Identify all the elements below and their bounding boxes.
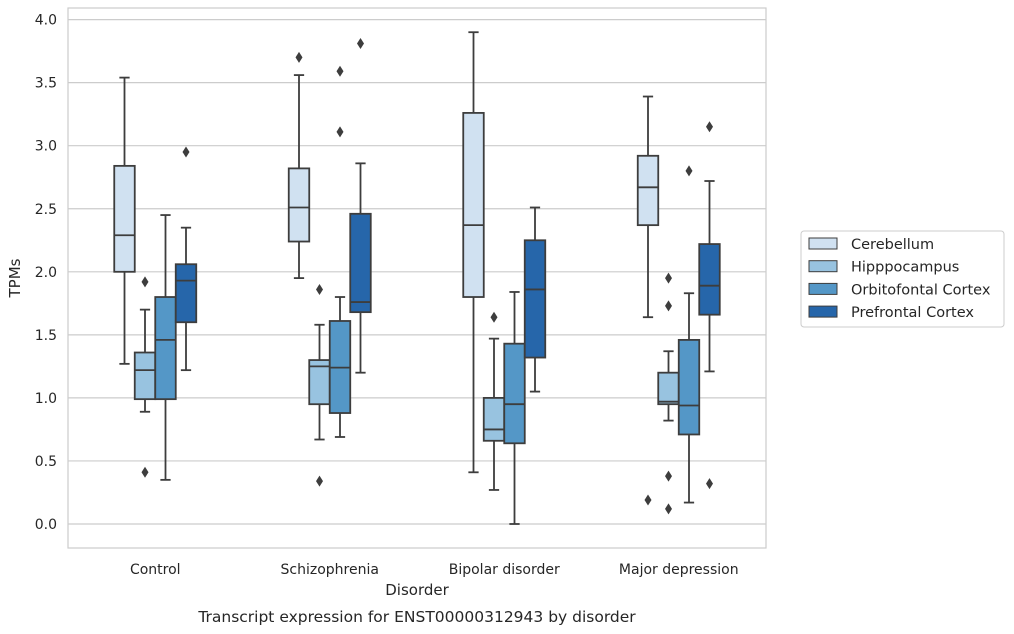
legend-swatch <box>808 282 838 295</box>
outlier-point <box>336 65 344 77</box>
outlier-point <box>706 121 713 133</box>
box <box>462 31 485 474</box>
box <box>503 291 526 525</box>
box <box>657 272 680 515</box>
outlier-point <box>316 475 323 487</box>
box <box>154 214 177 481</box>
outlier-point <box>665 470 672 482</box>
box-iqr <box>133 351 157 401</box>
outlier-point <box>685 165 693 177</box>
box-iqr <box>523 239 547 359</box>
outlier-point <box>665 503 672 515</box>
y-tick-label: 3.0 <box>35 139 57 155</box>
outlier-point <box>706 478 713 490</box>
box-iqr <box>677 338 701 436</box>
box <box>328 65 352 438</box>
legend-label: Prefrontal Cortex <box>851 305 974 321</box>
gridlines <box>68 19 766 525</box>
box <box>677 165 701 504</box>
legend-label: Orbitofontal Cortex <box>851 282 991 298</box>
y-axis-title: TPMs <box>6 258 24 298</box>
box <box>174 146 198 372</box>
legend-swatch <box>808 237 838 250</box>
legend-swatch <box>808 305 838 318</box>
y-tick-label: 1.0 <box>35 391 57 407</box>
legend-swatch <box>808 260 838 273</box>
legend: Cerebellum Hipppocampus Orbitofontal Corte… <box>800 230 1005 328</box>
outlier-point <box>336 126 344 138</box>
box-iqr <box>174 263 198 324</box>
outlier-point <box>295 51 303 63</box>
x-tick-label: Schizophrenia <box>281 562 379 578</box>
outlier-point <box>665 300 672 312</box>
box <box>308 283 331 487</box>
plot-frame <box>67 7 767 549</box>
outlier-point <box>357 38 364 50</box>
box-iqr <box>154 296 177 401</box>
box-iqr <box>636 154 660 227</box>
x-tick-label: Control <box>130 562 181 578</box>
y-tick-label: 2.0 <box>35 265 57 281</box>
legend-label: Hipppocampus <box>851 260 959 276</box>
y-tick-label: 0.0 <box>35 517 57 533</box>
outlier-point <box>665 272 672 284</box>
y-tick-label: 0.5 <box>35 454 57 470</box>
box <box>636 95 660 506</box>
y-tick-labels: 0.0 0.5 1.0 1.5 2.0 2.5 3.0 3.5 4.0 <box>35 13 57 533</box>
chart-caption: Transcript expression for ENST0000031294… <box>197 608 636 626</box>
y-tick-label: 1.5 <box>35 328 57 344</box>
boxes <box>113 31 721 525</box>
box-iqr <box>503 342 526 445</box>
box-iqr <box>113 164 136 273</box>
box <box>698 121 721 490</box>
box-iqr <box>349 212 372 314</box>
box <box>349 38 372 374</box>
x-tick-label: Major depression <box>619 562 739 578</box>
y-tick-label: 3.5 <box>35 76 57 92</box>
box-iqr <box>698 243 721 316</box>
y-tick-label: 4.0 <box>35 13 57 29</box>
y-tick-label: 2.5 <box>35 202 57 218</box>
legend-frame <box>800 230 1005 328</box>
outlier-point <box>490 311 498 323</box>
outlier-point <box>182 146 190 158</box>
outlier-point <box>141 466 149 478</box>
x-axis-title: Disorder <box>385 581 449 599</box>
box-iqr <box>657 371 680 406</box>
x-tick-labels: Control Schizophrenia Bipolar disorder Majo… <box>130 562 739 578</box>
box <box>523 206 547 393</box>
outlier-point <box>141 276 149 288</box>
outlier-point <box>316 283 323 295</box>
box <box>482 311 506 491</box>
box-iqr <box>287 167 311 243</box>
box-iqr <box>462 112 485 298</box>
box-iqr <box>482 396 506 442</box>
box <box>133 276 157 478</box>
box <box>287 51 311 280</box>
legend-label: Cerebellum <box>851 237 934 253</box>
box <box>113 76 136 365</box>
x-tick-label: Bipolar disorder <box>449 562 560 578</box>
outlier-point <box>644 494 652 506</box>
